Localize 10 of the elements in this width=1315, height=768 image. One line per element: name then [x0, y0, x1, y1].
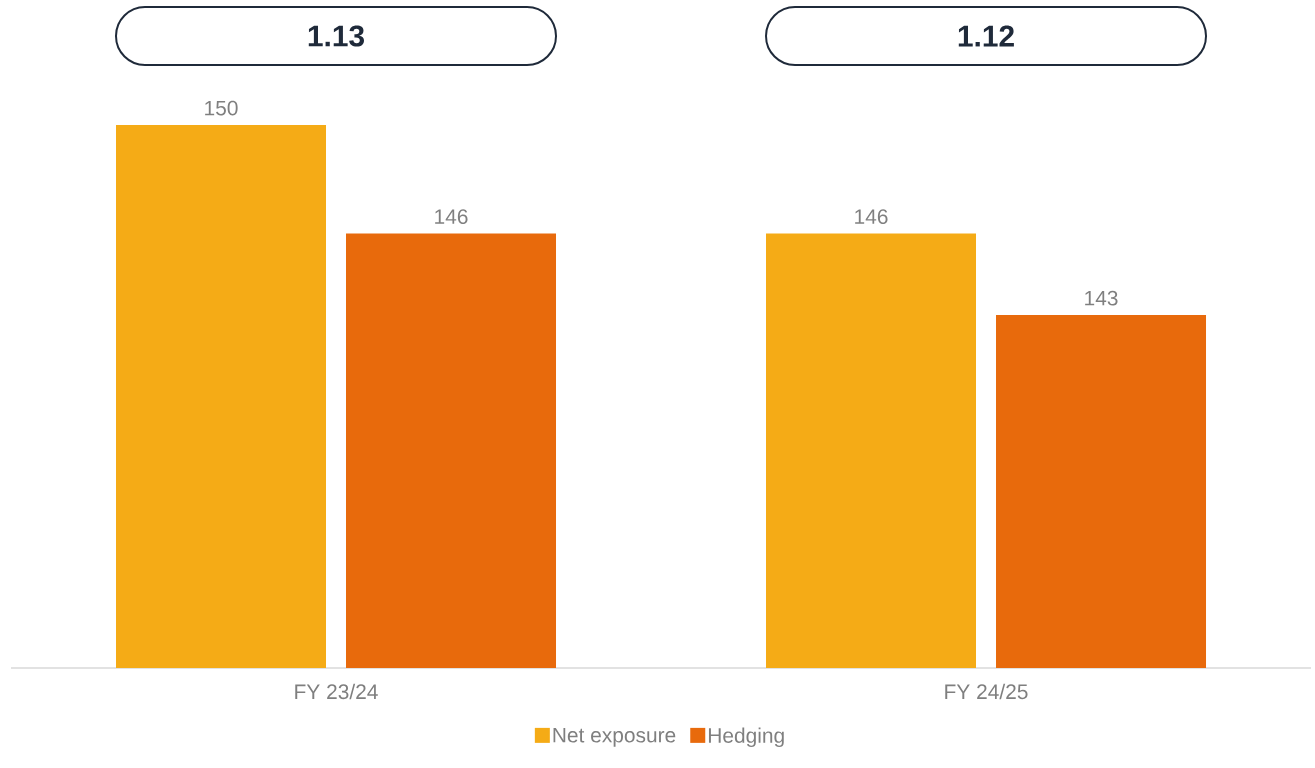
- legend-label: Hedging: [708, 727, 784, 748]
- x-tick-label: FY 24/25: [945, 683, 1028, 700]
- text: 1.13: [308, 25, 365, 47]
- x-tick-label: FY 23/24: [295, 683, 378, 700]
- legend-label: Net exposure: [553, 727, 676, 747]
- data-label: 146: [855, 209, 888, 225]
- data-label: 146: [435, 209, 468, 225]
- text: 1.12: [958, 25, 1014, 47]
- data-label: 143: [1085, 290, 1118, 306]
- data-label: 150: [205, 100, 238, 116]
